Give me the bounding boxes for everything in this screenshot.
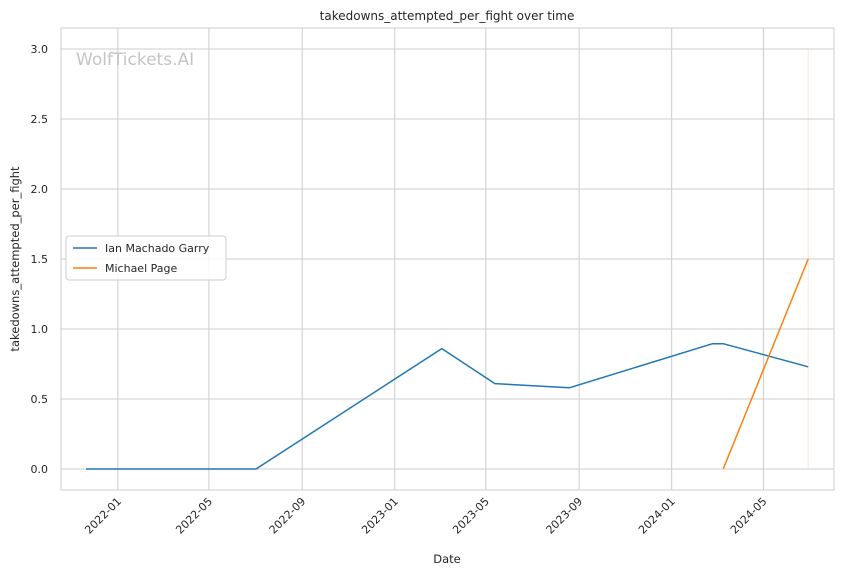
legend: Ian Machado Garry Michael Page	[65, 235, 227, 281]
y-tick-label: 1.0	[31, 323, 49, 336]
x-tick-label: 2024-05	[728, 495, 770, 537]
watermark: WolfTickets.AI	[76, 50, 194, 70]
x-axis-ticks: 2022-01 2022-05 2022-09 2023-01 2023-05 2023-…	[82, 495, 769, 537]
y-tick-label: 2.5	[31, 113, 49, 126]
series-layer	[86, 258, 809, 470]
y-axis-label: takedowns_attempted_per_fight	[8, 166, 22, 352]
legend-label: Michael Page	[105, 262, 177, 275]
y-tick-label: 0.0	[31, 463, 49, 476]
legend-box	[65, 235, 227, 281]
y-tick-label: 3.0	[31, 43, 49, 56]
series-line-0	[86, 342, 809, 470]
series-line-1	[722, 258, 809, 470]
x-tick-label: 2024-01	[636, 495, 678, 537]
x-tick-label: 2023-09	[544, 495, 586, 537]
x-tick-label: 2023-01	[359, 495, 401, 537]
legend-label: Ian Machado Garry	[105, 242, 210, 255]
y-tick-label: 1.5	[31, 253, 49, 266]
chart-title: takedowns_attempted_per_fight over time	[320, 9, 575, 23]
y-tick-label: 0.5	[31, 393, 49, 406]
x-axis-label: Date	[433, 552, 461, 566]
x-tick-label: 2022-01	[82, 495, 124, 537]
y-axis-ticks: 0.0 0.5 1.0 1.5 2.0 2.5 3.0	[31, 43, 49, 476]
x-tick-label: 2022-05	[173, 495, 215, 537]
y-tick-label: 2.0	[31, 183, 49, 196]
x-tick-label: 2023-05	[450, 495, 492, 537]
x-tick-label: 2022-09	[267, 495, 309, 537]
